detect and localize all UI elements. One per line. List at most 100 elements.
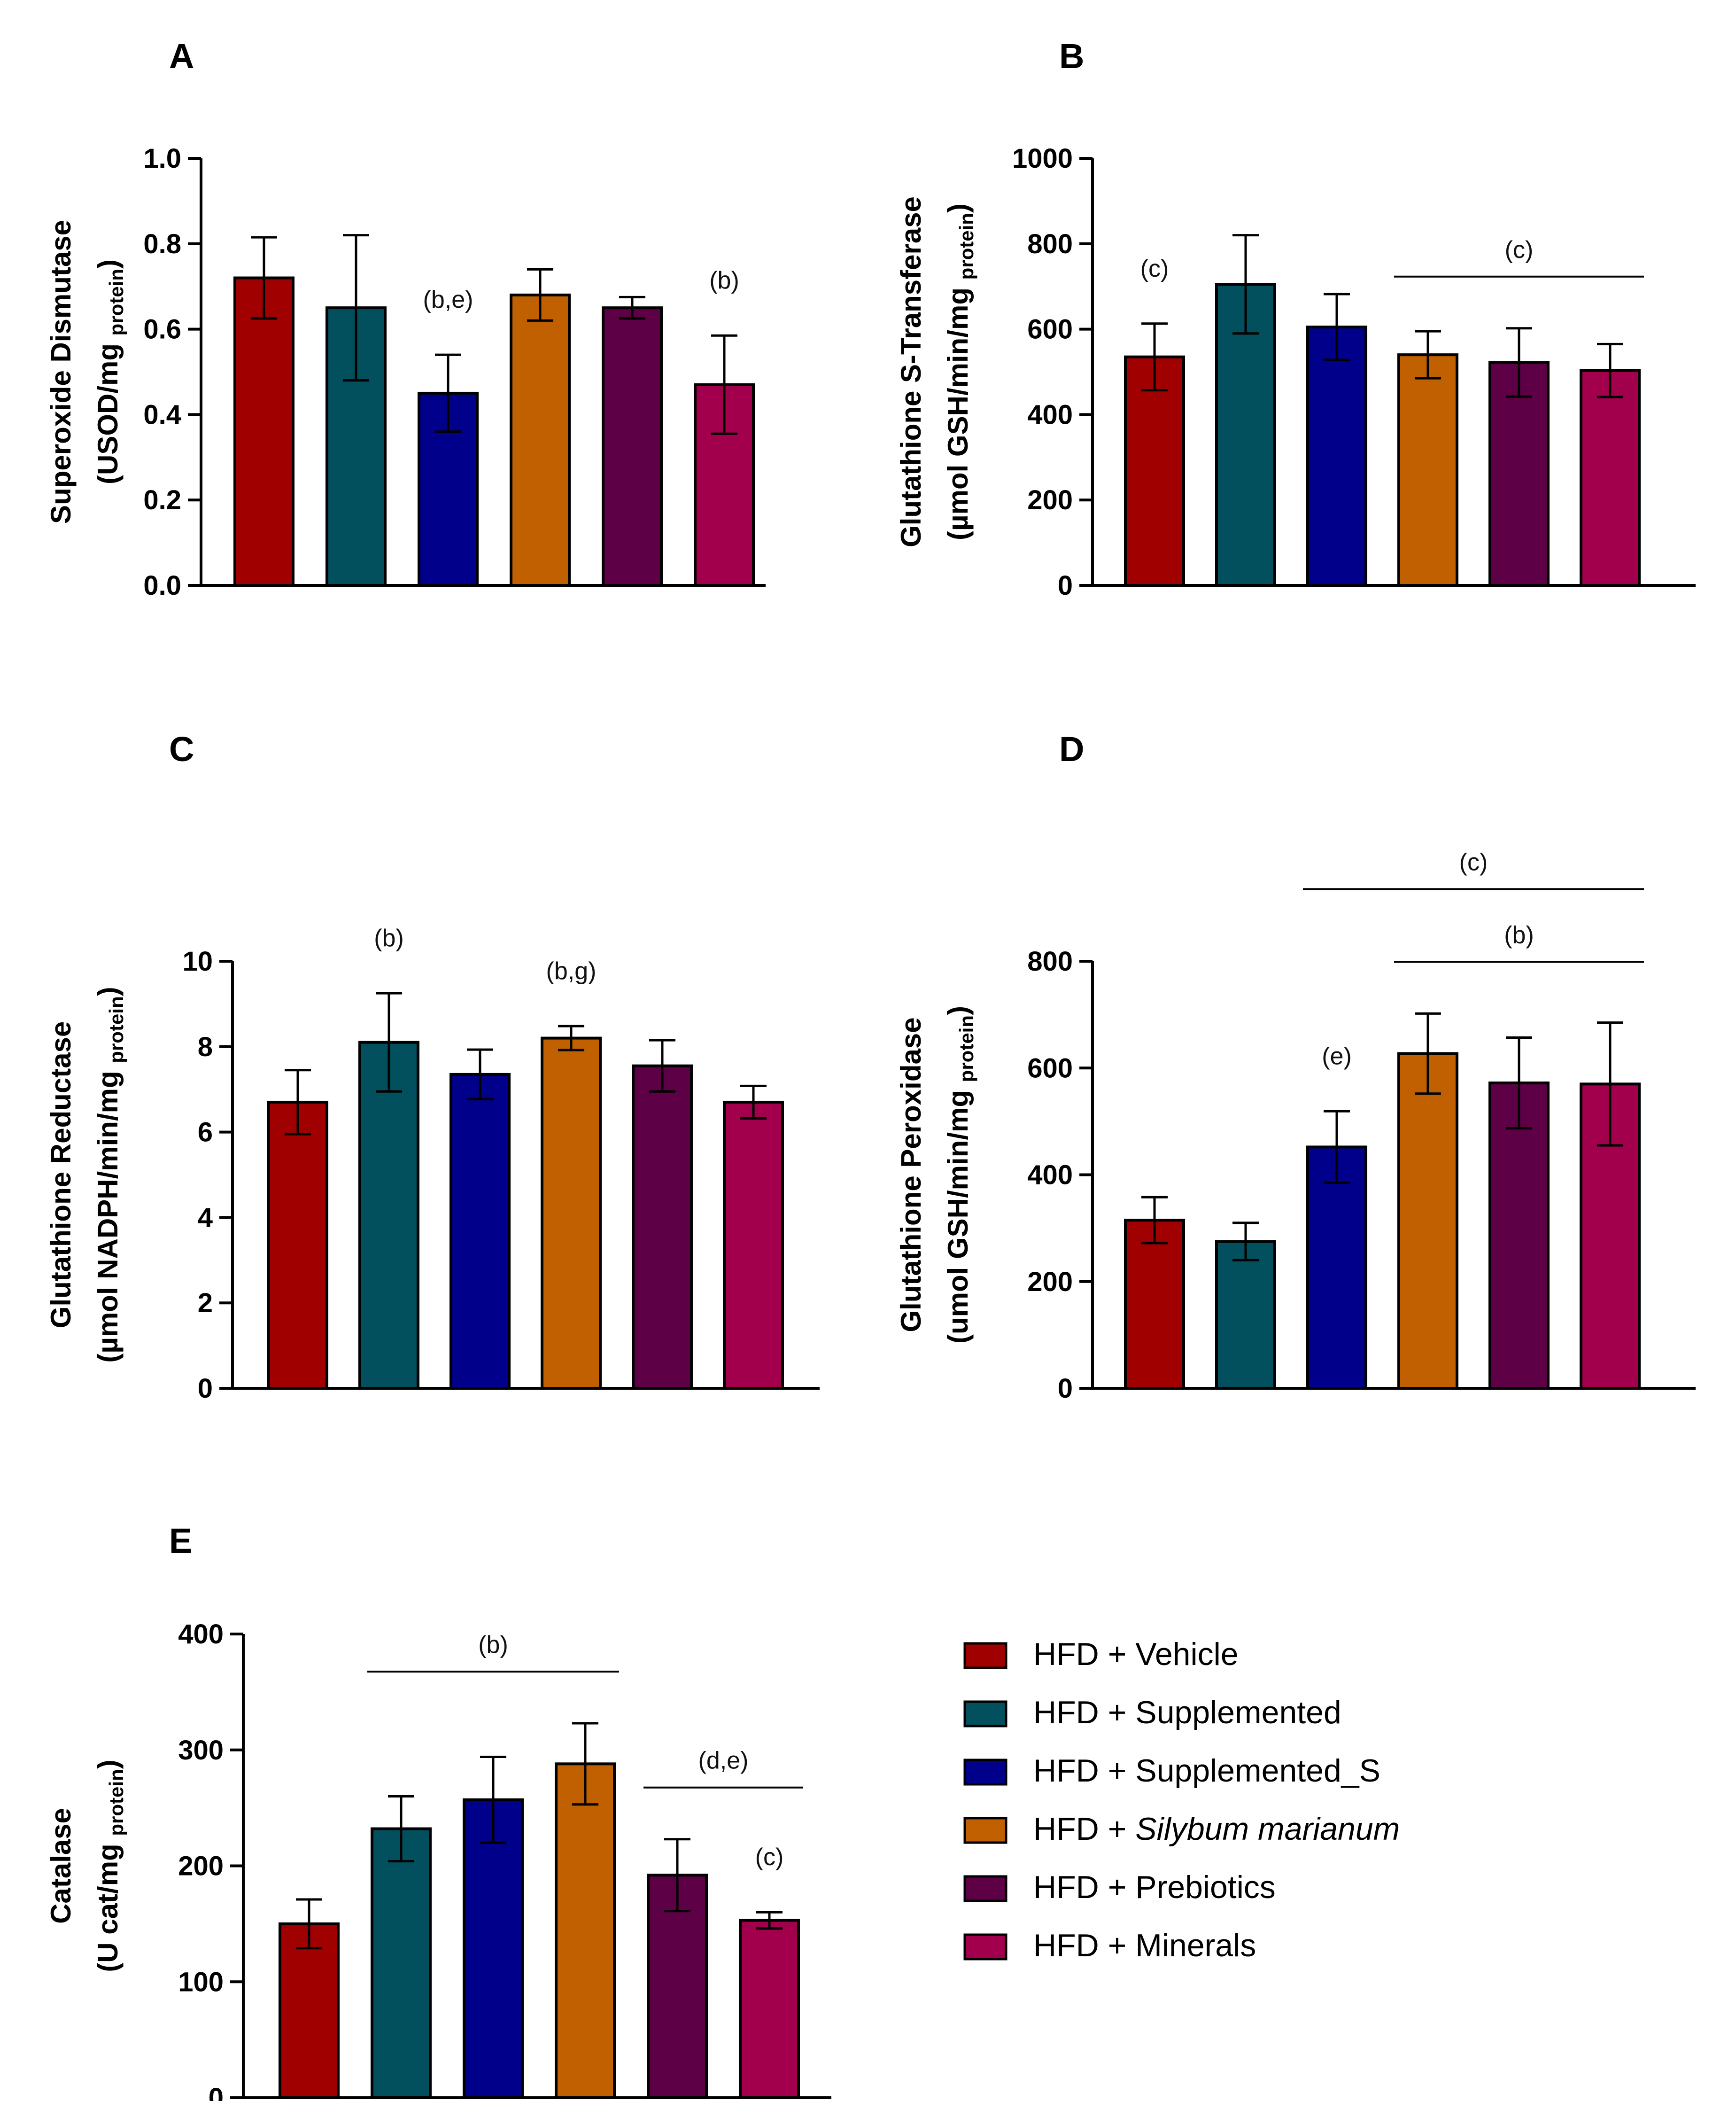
legend-label-text: HFD + Vehicle xyxy=(1033,1636,1239,1672)
legend-item: HFD + Supplemented_S xyxy=(963,1753,1380,1789)
y-axis-label-line: Catalase xyxy=(45,1808,77,1924)
legend-label-text: HFD + Prebiotics xyxy=(1033,1869,1276,1905)
y-tick-label: 0 xyxy=(209,2083,224,2101)
y-tick-label: 800 xyxy=(1027,229,1073,259)
y-axis-label-close: ) xyxy=(942,1006,974,1015)
legend-swatch xyxy=(963,1700,1008,1727)
bar xyxy=(1306,326,1367,587)
y-axis-label-text: (U cat/mg xyxy=(92,1836,124,1972)
legend-label: HFD + Vehicle xyxy=(1033,1636,1239,1672)
y-axis-label-close: ) xyxy=(92,1759,124,1769)
y-tick-label: 0 xyxy=(198,1373,213,1404)
panel-label-b: B xyxy=(1059,37,1084,76)
y-axis-label-line: (µmol GSH/min/mg protein) xyxy=(942,203,977,540)
panel-label-a: A xyxy=(169,37,194,76)
chart-panel-c: C 0 2 4 6 8 10 Glutathione Reductase (µmol NADPH… xyxy=(45,730,820,1404)
y-axis-label-text: Catalase xyxy=(45,1808,77,1924)
chart-panel-b: B 0 200 400 600 800 1000 Glutathione S-Transfer… xyxy=(895,37,1696,601)
y-tick-label: 800 xyxy=(1027,946,1073,977)
y-axis-label-text: Superoxide Dismutase xyxy=(45,220,77,524)
legend-label-text: HFD + Supplemented_S xyxy=(1033,1753,1380,1789)
bar xyxy=(1306,1145,1367,1390)
y-axis-label-subscript: protein xyxy=(105,1769,127,1836)
legend-swatch xyxy=(963,1817,1008,1844)
y-axis-label-text: Glutathione Reductase xyxy=(45,1021,77,1328)
significance-label: (d,e) xyxy=(698,1747,749,1774)
bar xyxy=(1580,369,1641,587)
y-axis-label-line: (µmol NADPH/min/mg protein) xyxy=(92,987,127,1362)
bar xyxy=(267,1100,328,1390)
bar xyxy=(1215,1240,1276,1390)
legend-swatch xyxy=(963,1933,1008,1961)
y-tick-label: 0.8 xyxy=(143,229,181,259)
y-tick-label: 1.0 xyxy=(143,143,181,174)
y-axis-label-subscript: protein xyxy=(105,996,127,1063)
significance-label: (c) xyxy=(755,1844,784,1871)
significance-label: (b) xyxy=(1504,921,1534,949)
bar xyxy=(1488,1082,1550,1390)
y-axis-label-line: (USOD/mg protein) xyxy=(92,259,127,484)
chart-panel-a: A 0.0 0.2 0.4 0.6 0.8 1.0 Superoxide Dismutase (… xyxy=(45,37,766,601)
y-tick-label: 6 xyxy=(198,1117,213,1148)
panel-label-e: E xyxy=(169,1521,192,1560)
y-axis-label-line: Glutathione S-Transferase xyxy=(895,196,927,547)
legend-item: HFD + Prebiotics xyxy=(963,1869,1276,1905)
y-axis-label-line: (umol GSH/min/mg protein) xyxy=(942,1006,977,1344)
y-axis-label-line: Superoxide Dismutase xyxy=(45,220,77,524)
significance-label: (e) xyxy=(1322,1043,1352,1070)
significance-label: (c) xyxy=(1459,848,1488,876)
significance-label: (b,g) xyxy=(546,957,597,985)
bar xyxy=(632,1064,693,1390)
significance-label: (c) xyxy=(1505,236,1534,264)
bar xyxy=(233,276,294,587)
bar xyxy=(739,1919,800,2099)
y-tick-label: 0.4 xyxy=(143,399,181,430)
y-axis-label-close: ) xyxy=(92,259,124,269)
y-tick-label: 0.6 xyxy=(143,314,181,345)
y-tick-label: 0 xyxy=(1058,1373,1073,1404)
bar xyxy=(450,1073,511,1390)
y-axis-label-text: (µmol GSH/min/mg xyxy=(942,280,974,540)
y-tick-label: 2 xyxy=(198,1288,213,1318)
bar xyxy=(279,1922,340,2099)
panel-label-c: C xyxy=(169,730,194,769)
y-axis-label-text: (umol GSH/min/mg xyxy=(942,1082,974,1344)
y-axis-label-subscript: protein xyxy=(955,1015,977,1082)
chart-panel-e: E 0 100 200 300 400 Catalase (U cat/mg protein)… xyxy=(45,1521,831,2101)
bar xyxy=(602,306,663,587)
y-axis-label-subscript: protein xyxy=(955,213,977,280)
y-tick-label: 1000 xyxy=(1012,143,1073,174)
y-tick-label: 0.2 xyxy=(143,485,181,515)
y-tick-label: 200 xyxy=(1027,1267,1073,1297)
y-axis-label-line: Glutathione Reductase xyxy=(45,1021,77,1328)
significance-label: (b) xyxy=(374,925,404,952)
significance-label: (b,e) xyxy=(423,286,473,313)
bar xyxy=(555,1762,616,2100)
legend-label: HFD + Silybum marianum xyxy=(1033,1811,1400,1847)
y-tick-label: 600 xyxy=(1027,314,1073,345)
legend-swatch xyxy=(963,1875,1008,1902)
legend-label: HFD + Supplemented xyxy=(1033,1695,1341,1730)
y-axis-label-text: Glutathione S-Transferase xyxy=(895,196,927,547)
legend-label: HFD + Minerals xyxy=(1033,1928,1256,1963)
y-tick-label: 8 xyxy=(198,1032,213,1062)
legend-swatch xyxy=(963,1642,1008,1669)
bar xyxy=(1124,1219,1185,1390)
y-axis-label-line: (U cat/mg protein) xyxy=(92,1759,127,1972)
significance-label: (b) xyxy=(709,267,739,294)
bar xyxy=(358,1041,419,1390)
bar xyxy=(1124,355,1185,587)
y-axis-label-text: Glutathione Peroxidase xyxy=(895,1017,927,1332)
y-tick-label: 0 xyxy=(1058,570,1073,601)
bar xyxy=(371,1827,432,2100)
y-tick-label: 600 xyxy=(1027,1053,1073,1083)
legend: HFD + Vehicle HFD + Supplemented HFD + Sup… xyxy=(963,1636,1400,1963)
legend-label: HFD + Supplemented_S xyxy=(1033,1753,1380,1789)
bar xyxy=(463,1798,524,2100)
y-axis-label-line: Glutathione Peroxidase xyxy=(895,1017,927,1332)
y-tick-label: 200 xyxy=(178,1851,224,1882)
y-tick-label: 100 xyxy=(178,1967,224,1997)
chart-panel-d: D 0 200 400 600 800 Glutathione Peroxidase (umo… xyxy=(895,730,1696,1404)
y-tick-label: 0.0 xyxy=(143,570,181,601)
